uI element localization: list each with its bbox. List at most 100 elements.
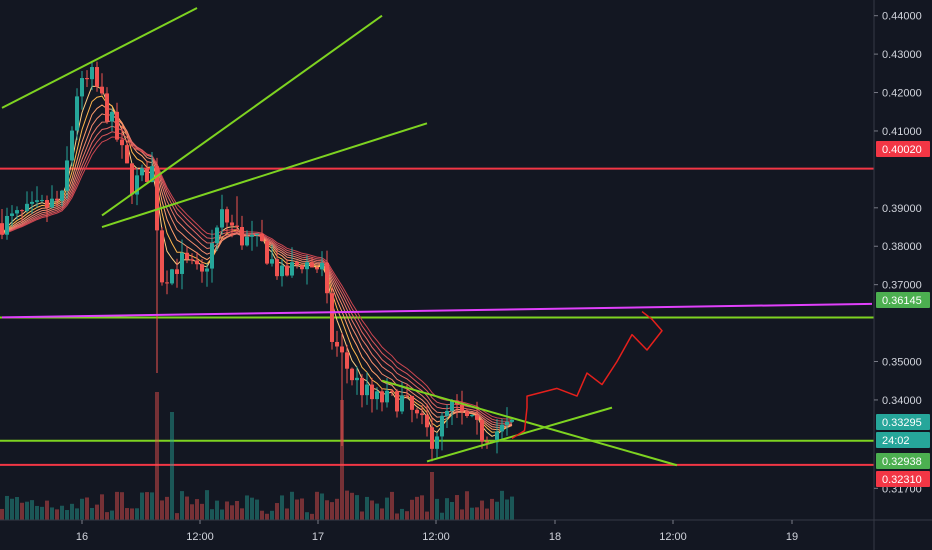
volume-bars <box>0 392 514 520</box>
magenta-trendline[interactable] <box>1 302 873 319</box>
price-tag-label: 0.32310 <box>882 474 922 486</box>
volume-bar <box>100 494 104 520</box>
price-tag-5[interactable] <box>876 471 930 487</box>
volume-bar <box>35 505 39 520</box>
projected-path[interactable] <box>511 310 663 440</box>
candle-body <box>235 225 239 228</box>
candle-body <box>485 441 489 443</box>
volume-bar <box>420 495 424 520</box>
volume-bar <box>290 491 294 520</box>
candle-body <box>220 209 224 228</box>
volume-bar <box>300 498 304 520</box>
volume-bar <box>405 511 409 520</box>
candle-body <box>410 396 414 410</box>
candle-body <box>370 384 374 400</box>
candle-body <box>155 166 159 231</box>
trendline-descending[interactable] <box>381 379 678 467</box>
volume-bar <box>255 499 259 520</box>
candle-body <box>275 259 279 277</box>
candle-body <box>280 265 284 277</box>
volume-bar <box>355 495 359 520</box>
candle-body <box>10 213 14 216</box>
candle-body <box>495 431 499 443</box>
volume-bar <box>340 400 344 520</box>
volume-bar <box>395 513 399 520</box>
volume-bar <box>250 497 254 520</box>
volume-bar <box>0 508 4 520</box>
volume-bar <box>20 502 24 520</box>
price-tag-2[interactable] <box>876 414 930 430</box>
candle-body <box>345 352 349 369</box>
trendline-upper-channel[interactable] <box>1 7 198 109</box>
volume-bar <box>310 513 314 520</box>
volume-bar <box>140 492 144 520</box>
volume-bar <box>40 506 44 520</box>
volume-bar <box>130 508 134 520</box>
trendline-lower-channel[interactable] <box>101 122 428 228</box>
candle-body <box>270 259 274 264</box>
candle-body <box>395 391 399 412</box>
candle-body <box>405 395 409 397</box>
price-tag-4[interactable] <box>876 453 930 469</box>
trendline-mid-channel[interactable] <box>101 14 383 217</box>
candle-body <box>255 233 259 235</box>
volume-bar <box>280 495 284 520</box>
volume-bar <box>15 497 19 520</box>
volume-bar <box>500 490 504 520</box>
volume-bar <box>490 498 494 520</box>
candle-body <box>20 210 24 212</box>
candle-body <box>475 415 479 420</box>
x-tick-label: 19 <box>786 531 798 543</box>
volume-bar <box>360 511 364 520</box>
volume-bar <box>50 507 54 520</box>
candle-body <box>50 198 54 208</box>
candle-body <box>170 269 174 284</box>
drawings <box>1 7 873 467</box>
volume-bar <box>170 412 174 520</box>
volume-bar <box>175 513 179 520</box>
candle-body <box>205 268 209 272</box>
candle-body <box>295 262 299 266</box>
candle-body <box>35 200 39 202</box>
candle-body <box>335 341 339 347</box>
candle-body <box>400 395 404 412</box>
y-tick-label: 0.43000 <box>882 49 922 61</box>
ma-line-18 <box>1 136 513 420</box>
volume-bar <box>285 508 289 520</box>
time-axis[interactable] <box>0 520 932 550</box>
volume-bar <box>160 500 164 520</box>
volume-bar <box>485 508 489 520</box>
candle-body <box>225 209 229 223</box>
volume-bar <box>215 500 219 520</box>
price-tag-3[interactable] <box>876 432 930 448</box>
volume-bar <box>135 508 139 520</box>
volume-bar <box>220 509 224 520</box>
candle-body <box>55 198 59 201</box>
candle-body <box>285 265 289 276</box>
volume-bar <box>75 508 79 520</box>
candle-body <box>25 203 29 211</box>
price-tag-0[interactable] <box>876 141 930 157</box>
volume-bar <box>480 500 484 520</box>
candle-body <box>60 190 64 201</box>
candle-body <box>215 227 219 244</box>
candle-body <box>505 421 509 425</box>
volume-bar <box>55 509 59 520</box>
candle-body <box>85 78 89 80</box>
volume-bar <box>45 500 49 520</box>
volume-bar <box>505 499 509 520</box>
volume-bar <box>95 504 99 520</box>
candle-body <box>195 260 199 265</box>
volume-bar <box>5 495 9 520</box>
candle-body <box>380 391 384 403</box>
candle-body <box>40 200 44 202</box>
price-tag-label: 0.33295 <box>882 417 922 429</box>
volume-bar <box>230 505 234 520</box>
candle-body <box>510 419 514 422</box>
volume-bar <box>200 503 204 520</box>
candle-body <box>175 269 179 274</box>
volume-bar <box>350 492 354 520</box>
price-tag-1[interactable] <box>876 292 930 308</box>
volume-bar <box>190 504 194 520</box>
